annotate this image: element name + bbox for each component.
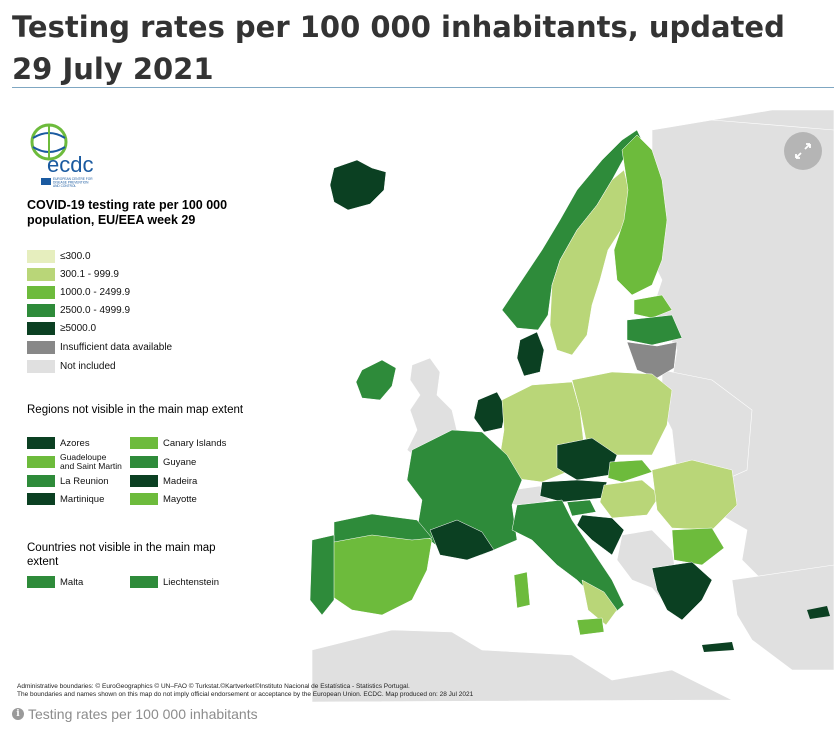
legend-swatch [27, 249, 55, 263]
legend-swatch [27, 285, 55, 299]
region-denmark[interactable] [516, 331, 545, 377]
countries-heading: Countries not visible in the main map ex… [27, 542, 216, 568]
svg-text:EUROPEAN CENTRE FOR: EUROPEAN CENTRE FOR [53, 177, 93, 181]
region-ireland[interactable] [355, 359, 397, 401]
region-legend-item: Madeira [130, 474, 197, 488]
caption-text: Testing rates per 100 000 inhabitants [28, 706, 258, 722]
region-portugal[interactable] [309, 534, 335, 616]
region-legend-item: Guyane [130, 455, 196, 469]
legend-item: ≥5000.0 [27, 321, 96, 335]
region-cyprus[interactable] [807, 606, 830, 619]
figure-caption: i Testing rates per 100 000 inhabitants [12, 706, 258, 722]
region-finland[interactable] [613, 134, 668, 296]
region-legend-item: Canary Islands [130, 436, 226, 450]
region-slovakia[interactable] [607, 459, 653, 483]
region-sicily[interactable] [576, 617, 605, 636]
region-legend-item: Mayotte [130, 492, 197, 506]
region-legend-item: Guadeloupe and Saint Martin [27, 453, 127, 471]
region-greece[interactable] [651, 561, 713, 621]
region-legend-item: La Reunion [27, 474, 109, 488]
region-romania[interactable] [651, 459, 738, 531]
region-france-southeast[interactable] [429, 519, 495, 561]
expand-arrows-icon [795, 143, 811, 159]
country-legend-item: Liechtenstein [130, 575, 219, 589]
region-italy-south[interactable] [581, 579, 618, 626]
map-credits: Administrative boundaries: © EuroGeograp… [17, 683, 474, 698]
legend-item: Insufficient data available [27, 340, 172, 354]
region-sardinia[interactable] [513, 571, 531, 609]
legend-swatch [27, 321, 55, 335]
ecdc-wordmark: ecdc [47, 152, 93, 177]
region-hungary[interactable] [599, 479, 661, 519]
region-sweden[interactable] [549, 169, 631, 356]
legend-item: 2500.0 - 4999.9 [27, 303, 130, 317]
not-included-land [311, 110, 834, 702]
region-spain-north[interactable] [333, 513, 433, 543]
title-divider [12, 87, 834, 88]
regions-heading: Regions not visible in the main map exte… [27, 404, 244, 416]
region-legend-item: Martinique [27, 492, 104, 506]
region-slovenia[interactable] [566, 499, 597, 517]
region-france[interactable] [406, 429, 523, 556]
region-bulgaria[interactable] [671, 527, 725, 566]
region-benelux[interactable] [473, 391, 507, 433]
ecdc-logo: ecdc EUROPEAN CENTRE FOR DISEASE PREVENT… [27, 120, 117, 192]
region-croatia[interactable] [576, 514, 625, 556]
region-latvia[interactable] [626, 314, 683, 346]
svg-text:AND CONTROL: AND CONTROL [53, 184, 76, 188]
region-estonia[interactable] [633, 294, 673, 319]
expand-map-button[interactable] [784, 132, 822, 170]
legend-title: COVID-19 testing rate per 100 000 popula… [27, 198, 228, 227]
legend-swatch [27, 340, 55, 354]
map-area[interactable]: ecdc EUROPEAN CENTRE FOR DISEASE PREVENT… [12, 110, 834, 702]
info-icon: i [12, 708, 24, 720]
legend-swatch [27, 267, 55, 281]
region-austria[interactable] [539, 479, 608, 503]
legend-item: 1000.0 - 2499.9 [27, 285, 130, 299]
svg-text:DISEASE PREVENTION: DISEASE PREVENTION [53, 181, 89, 185]
legend-swatch [27, 359, 55, 373]
legend-item: 300.1 - 999.9 [27, 267, 119, 281]
ecdc-globe-icon: ecdc EUROPEAN CENTRE FOR DISEASE PREVENT… [30, 123, 93, 188]
country-legend-item: Malta [27, 575, 83, 589]
europe-map[interactable] [12, 110, 834, 702]
region-iceland[interactable] [329, 159, 387, 211]
region-lithuania[interactable] [626, 341, 678, 379]
region-poland[interactable] [571, 371, 673, 456]
legend-item: Not included [27, 359, 116, 373]
legend-swatch [27, 303, 55, 317]
region-crete[interactable] [702, 642, 734, 652]
region-legend-item: Azores [27, 436, 90, 450]
page-title: Testing rates per 100 000 inhabitants, u… [12, 10, 785, 86]
legend-item: ≤300.0 [27, 249, 91, 263]
